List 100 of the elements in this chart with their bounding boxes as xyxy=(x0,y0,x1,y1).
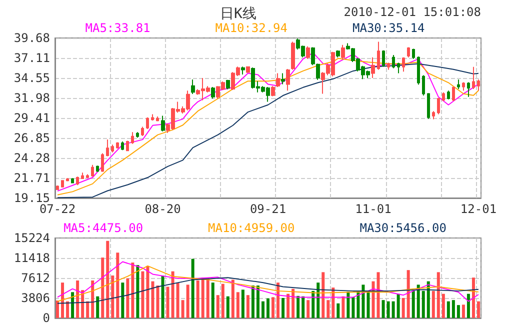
bar xyxy=(426,281,430,318)
candlestick xyxy=(412,48,415,60)
candlestick xyxy=(336,50,340,58)
bar xyxy=(462,304,465,318)
bar xyxy=(166,286,170,318)
text: MA30:5456.00 xyxy=(360,221,446,235)
bar xyxy=(292,288,295,318)
y-tick-label: 39.68 xyxy=(14,31,50,45)
bar xyxy=(336,303,340,318)
y-tick-label: 29.41 xyxy=(14,111,50,126)
bar xyxy=(466,294,470,318)
bar xyxy=(436,272,440,318)
candlestick xyxy=(241,66,245,75)
bar xyxy=(186,284,190,318)
bar xyxy=(106,240,110,318)
bar xyxy=(356,290,360,318)
candlestick xyxy=(71,178,74,184)
text: MA5:33.81 xyxy=(85,21,150,35)
bar xyxy=(266,298,270,318)
bar xyxy=(251,286,254,318)
bar xyxy=(201,278,204,318)
candlestick xyxy=(111,144,114,153)
bar xyxy=(472,278,475,318)
bar xyxy=(342,296,345,318)
text: MA10:4959.00 xyxy=(208,221,295,235)
bar xyxy=(452,300,455,318)
bar xyxy=(376,272,380,318)
candlestick xyxy=(452,86,455,102)
bar xyxy=(326,300,330,318)
chart-title: 日K线 xyxy=(220,6,256,22)
bar xyxy=(272,297,275,318)
bar xyxy=(392,301,395,318)
bar xyxy=(116,252,120,318)
bar xyxy=(196,280,200,318)
candlestick xyxy=(427,92,430,120)
candlestick xyxy=(156,116,159,122)
bar xyxy=(296,296,300,318)
y-tick-label: 3806 xyxy=(21,291,50,305)
bar xyxy=(352,297,355,318)
bar xyxy=(216,295,220,318)
bar xyxy=(151,281,154,318)
bar xyxy=(372,281,375,318)
bar xyxy=(171,271,174,318)
bar xyxy=(456,305,460,318)
bar xyxy=(442,294,445,318)
candlestick xyxy=(371,56,375,78)
text: MA5:4475.00 xyxy=(64,221,144,235)
candlestick xyxy=(121,140,124,151)
candlestick xyxy=(306,46,310,60)
bar xyxy=(302,296,305,318)
text: MA30:35.14 xyxy=(352,21,425,35)
bar xyxy=(416,284,420,318)
bar xyxy=(111,275,114,318)
bar xyxy=(71,292,74,318)
candlestick xyxy=(281,72,285,85)
candlestick xyxy=(151,114,154,121)
y-tick-label: 19.15 xyxy=(14,191,50,205)
bar xyxy=(226,296,230,318)
bar xyxy=(86,301,90,318)
candlestick xyxy=(161,115,165,132)
bar xyxy=(56,300,60,318)
bar xyxy=(246,295,250,318)
bar xyxy=(211,282,214,318)
text: 2010-12-01 15:01:08 xyxy=(344,5,482,19)
bar xyxy=(66,301,70,318)
bar xyxy=(121,282,124,318)
candlestick xyxy=(437,97,440,115)
candlestick xyxy=(276,72,280,88)
x-tick-label: 11-01 xyxy=(355,202,392,216)
y-tick-label: 31.98 xyxy=(14,91,50,106)
bar xyxy=(396,294,400,318)
x-tick-label: 12-01 xyxy=(460,202,497,216)
bar xyxy=(146,266,150,318)
candlestick xyxy=(311,46,315,66)
bar xyxy=(206,278,210,318)
line-series xyxy=(57,277,479,304)
y-tick-label: 21.71 xyxy=(14,171,50,186)
candlestick xyxy=(61,180,64,188)
bar xyxy=(241,290,244,318)
bar xyxy=(306,300,310,318)
bar xyxy=(261,301,264,318)
candlestick xyxy=(442,92,445,102)
y-tick-label: 37.11 xyxy=(14,51,50,66)
candlestick xyxy=(432,110,435,120)
candlestick xyxy=(472,66,475,90)
candlestick xyxy=(402,56,405,72)
bar xyxy=(231,280,234,318)
bar xyxy=(322,272,325,318)
candlestick xyxy=(56,185,59,190)
bar xyxy=(412,290,415,318)
candlestick xyxy=(316,63,320,80)
candlestick xyxy=(126,140,129,152)
bar xyxy=(476,301,480,318)
candlestick xyxy=(392,54,395,69)
bar xyxy=(382,300,385,318)
candlestick xyxy=(467,82,470,98)
candlestick xyxy=(462,82,465,92)
candlestick xyxy=(387,62,390,70)
candlestick xyxy=(246,66,250,74)
bar xyxy=(282,298,285,318)
